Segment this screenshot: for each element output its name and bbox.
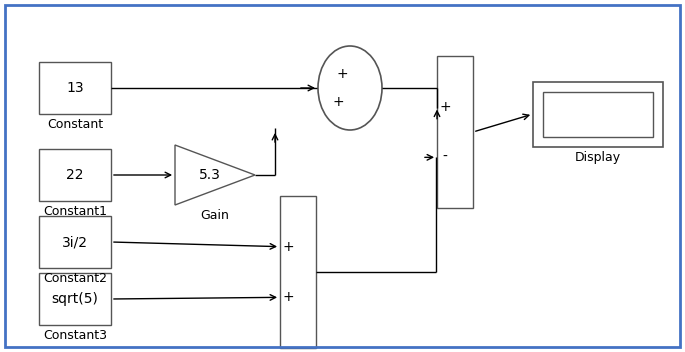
Text: +: +: [282, 290, 294, 304]
Text: 3i/2: 3i/2: [62, 235, 88, 249]
Text: Constant1: Constant1: [43, 205, 107, 218]
Bar: [437, 56, 473, 208]
Text: +: +: [336, 67, 348, 81]
Bar: [39, 62, 111, 114]
Text: Gain: Gain: [201, 209, 229, 222]
Text: 13: 13: [66, 81, 84, 95]
Bar: [39, 216, 111, 268]
Text: Display: Display: [575, 151, 621, 163]
Text: Constant3: Constant3: [43, 329, 107, 342]
Bar: [543, 92, 653, 137]
Text: +: +: [332, 95, 344, 109]
Text: +: +: [282, 240, 294, 254]
Text: +: +: [439, 100, 451, 114]
Ellipse shape: [318, 46, 382, 130]
Text: Constant2: Constant2: [43, 272, 107, 285]
Bar: [39, 273, 111, 325]
Polygon shape: [175, 145, 255, 205]
Bar: [280, 196, 316, 348]
Text: Constant: Constant: [47, 118, 103, 131]
Bar: [533, 82, 663, 146]
Bar: [39, 149, 111, 201]
Text: 22: 22: [66, 168, 84, 182]
Text: sqrt(5): sqrt(5): [51, 292, 99, 306]
Text: -: -: [443, 150, 447, 164]
Text: 5.3: 5.3: [199, 168, 221, 182]
